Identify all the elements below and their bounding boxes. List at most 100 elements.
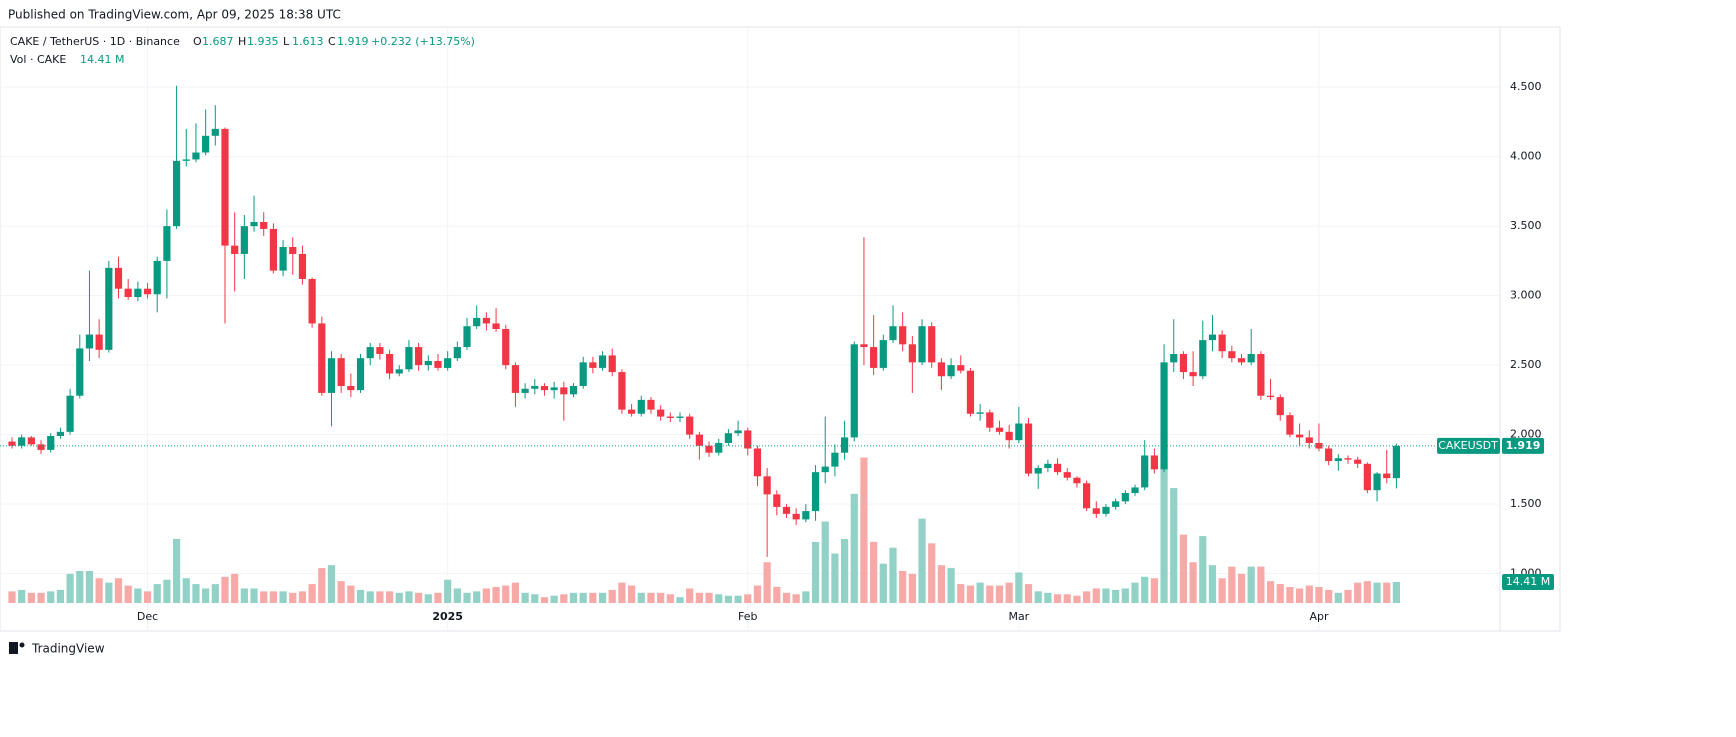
volume-bar	[1228, 566, 1236, 603]
ohlc-value: 1.919	[337, 35, 369, 48]
x-tick-label: Dec	[137, 610, 158, 623]
candle-body	[18, 437, 26, 446]
volume-bar	[908, 573, 916, 603]
candle-body	[453, 347, 461, 359]
candle-body	[1266, 395, 1275, 398]
candle-body	[1247, 354, 1255, 363]
candle-body	[647, 399, 655, 410]
volume-bar	[105, 582, 113, 603]
candle-body	[773, 494, 781, 507]
volume-bar	[1199, 536, 1207, 603]
volume-bar	[1053, 594, 1062, 603]
candle-body	[134, 288, 142, 298]
volume-bar	[1344, 589, 1352, 603]
volume-bar	[289, 592, 297, 603]
candle-body	[192, 152, 200, 160]
candle-body	[947, 365, 955, 377]
ohlc-label: L	[283, 35, 290, 48]
volume-bar	[318, 568, 326, 603]
y-tick-label: 3.500	[1510, 219, 1542, 232]
volume-bar	[879, 563, 887, 603]
volume-bar	[356, 589, 365, 603]
candle-body	[695, 434, 703, 446]
x-tick-label: Mar	[1008, 610, 1029, 623]
candle-body	[1218, 334, 1226, 352]
candle-body	[511, 365, 520, 393]
volume-bar	[1257, 566, 1265, 603]
y-tick-label: 2.500	[1510, 358, 1542, 371]
candle-body	[1315, 442, 1323, 449]
candle-body	[744, 430, 752, 449]
candle-body	[153, 260, 161, 295]
candle-body	[928, 326, 936, 363]
candle-body	[37, 444, 45, 450]
candle-body	[56, 431, 65, 437]
volume-bar	[773, 586, 781, 603]
volume-bar	[802, 591, 810, 603]
candle-body	[95, 334, 103, 350]
volume-bar	[424, 594, 432, 603]
logo	[9, 642, 25, 654]
candle-body	[1179, 354, 1188, 373]
candle-body	[579, 362, 587, 386]
volume-bar	[134, 588, 142, 603]
volume-bar	[637, 592, 645, 603]
candle-body	[1392, 445, 1401, 479]
volume-value: 14.41 M	[80, 53, 124, 66]
candle-body	[260, 221, 268, 229]
volume-bar	[627, 585, 636, 603]
volume-bar	[1286, 586, 1294, 603]
candle-body	[289, 247, 297, 254]
volume-bar	[705, 592, 713, 603]
volume-bar	[1247, 566, 1255, 603]
symbol-label-box	[1437, 437, 1500, 454]
volume-bar	[192, 584, 200, 603]
candle-body	[1092, 508, 1100, 514]
candle-body	[802, 511, 810, 520]
candle-body	[966, 370, 975, 414]
volume-bar	[231, 573, 239, 603]
volume-bar	[550, 595, 558, 603]
volume-bar	[889, 547, 897, 603]
candle-body	[763, 476, 771, 495]
candle-body	[1295, 434, 1304, 438]
volume-bar	[657, 592, 665, 603]
candle-body	[269, 228, 277, 271]
candle-body	[1063, 472, 1071, 478]
volume-bar	[1092, 588, 1100, 603]
volume-bar	[1005, 582, 1013, 603]
candle-body	[85, 334, 94, 349]
candle-body	[753, 448, 762, 477]
candle-body	[385, 354, 394, 374]
volume-bar	[860, 457, 868, 603]
volume-bar	[986, 585, 994, 603]
candle-body	[27, 437, 35, 445]
y-tick-label: 3.000	[1510, 289, 1542, 302]
volume-bar	[1276, 584, 1284, 603]
volume-bar	[269, 591, 277, 603]
candle-body	[473, 317, 481, 327]
volume-bar	[511, 582, 520, 603]
volume-bar	[502, 585, 510, 603]
candle-body	[860, 344, 868, 348]
candle-body	[492, 323, 500, 329]
candle-body	[540, 385, 549, 391]
volume-bar	[521, 592, 529, 603]
candle-body	[715, 442, 723, 453]
candle-body	[1199, 340, 1207, 377]
volume-bar	[1141, 576, 1149, 603]
candle-body	[734, 430, 742, 434]
candle-body	[1160, 362, 1168, 470]
candle-body	[957, 365, 965, 371]
volume-bar	[1363, 581, 1371, 603]
candle-body	[1237, 358, 1246, 363]
candle-body	[308, 278, 316, 324]
candle-body	[221, 128, 229, 246]
volume-bar	[676, 597, 684, 603]
volume-bar	[850, 493, 858, 603]
candle-body	[211, 128, 219, 136]
candle-body	[1344, 458, 1352, 460]
candle-body	[1053, 463, 1062, 473]
candle-body	[1354, 459, 1362, 464]
volume-bar	[1102, 588, 1110, 603]
